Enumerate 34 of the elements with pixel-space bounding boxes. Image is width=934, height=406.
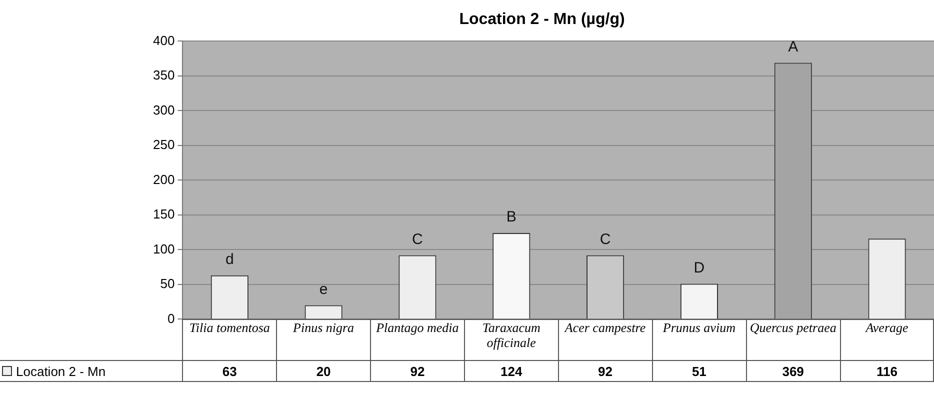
data-label: 51 bbox=[652, 360, 746, 382]
y-tick-label: 50 bbox=[160, 276, 175, 292]
annotation: C bbox=[412, 230, 424, 248]
data-label: 92 bbox=[370, 360, 464, 382]
y-tick-label: 350 bbox=[152, 68, 175, 83]
chart-title: Location 2 - Mn (µg/g) bbox=[459, 11, 625, 28]
x-tick-label: Acer campestre bbox=[558, 320, 652, 361]
y-tick-label: 200 bbox=[152, 172, 175, 187]
annotation: B bbox=[506, 208, 516, 226]
data-label: 124 bbox=[464, 360, 558, 382]
annotation: D bbox=[694, 259, 705, 276]
data-label: 92 bbox=[558, 360, 652, 382]
annotation: e bbox=[319, 280, 328, 298]
x-tick-label: Prunus avium bbox=[652, 320, 746, 361]
x-tick-label: Quercus petraea bbox=[746, 320, 840, 361]
data-label: 116 bbox=[840, 360, 934, 382]
annotation: C bbox=[600, 230, 611, 248]
x-tick-label: Tilia tomentosa bbox=[182, 320, 277, 361]
data-label: 369 bbox=[746, 360, 840, 382]
x-tick-label: Pinus nigra bbox=[276, 320, 370, 361]
x-tick-label: Plantago media bbox=[370, 320, 464, 361]
y-tick-label: 100 bbox=[152, 241, 175, 256]
y-tick-label: 300 bbox=[152, 102, 175, 118]
data-label: 20 bbox=[276, 360, 370, 382]
y-tick-label: 250 bbox=[152, 137, 175, 152]
data-label: 63 bbox=[182, 360, 277, 382]
legend-label: Location 2 - Mn bbox=[0, 360, 183, 382]
y-tick-label: 0 bbox=[167, 310, 175, 326]
y-tick-label: 400 bbox=[152, 32, 175, 48]
x-tick-label: Taraxacum officinale bbox=[464, 320, 558, 361]
y-tick-label: 150 bbox=[152, 206, 175, 222]
x-tick-label: Average bbox=[840, 320, 934, 361]
annotation: A bbox=[788, 38, 798, 56]
annotation: d bbox=[225, 251, 234, 268]
